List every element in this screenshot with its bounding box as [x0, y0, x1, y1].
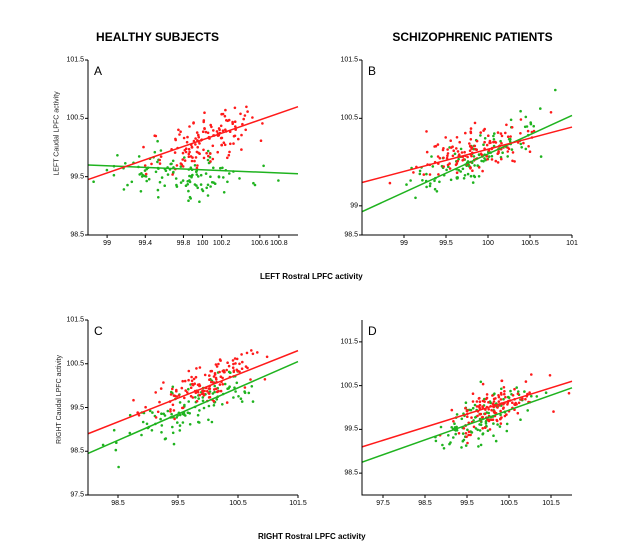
ytick-label: 100.5 — [60, 115, 84, 122]
ytick-label: 98.5 — [60, 448, 84, 455]
xtick-label: 97.5 — [376, 500, 390, 507]
scatter-plot — [88, 320, 298, 495]
xtick-label: 99 — [103, 240, 111, 247]
col-header-right: SCHIZOPHRENIC PATIENTS — [315, 30, 630, 44]
xtick-label: 100.6 — [251, 240, 269, 247]
panel-letter: B — [368, 64, 376, 78]
xtick-label: 100.5 — [500, 500, 518, 507]
xtick-label: 100.5 — [229, 500, 247, 507]
xtick-label: 101.5 — [289, 500, 307, 507]
ytick-label: 98.5 — [334, 470, 358, 477]
points-green — [405, 89, 556, 199]
xtick-label: 101 — [566, 240, 578, 247]
xtick-label: 99.5 — [439, 240, 453, 247]
ytick-label: 100.5 — [334, 115, 358, 122]
xtick-label: 100.8 — [270, 240, 288, 247]
ytick-label: 99.5 — [60, 173, 84, 180]
ytick-label: 97.5 — [60, 492, 84, 499]
ytick-label: 101.5 — [334, 338, 358, 345]
xlabel-bottom: RIGHT Rostral LPFC activity — [258, 532, 366, 541]
scatter-plot — [88, 60, 298, 235]
panel-letter: D — [368, 324, 377, 338]
ytick-label: 99.5 — [60, 404, 84, 411]
regline-red — [88, 351, 298, 434]
points-red — [142, 106, 264, 176]
xtick-label: 98.5 — [111, 500, 125, 507]
regline-green — [362, 115, 572, 211]
ylabel-top: LEFT Caudal LPFC activity — [54, 91, 61, 175]
ytick-label: 98.5 — [60, 232, 84, 239]
xtick-label: 100.5 — [521, 240, 539, 247]
ytick-label: 98.5 — [334, 232, 358, 239]
panel-A: 9999.499.8100100.2100.6100.898.599.5100.… — [88, 60, 298, 235]
ytick-label: 99 — [334, 202, 358, 209]
xtick-label: 99 — [400, 240, 408, 247]
ytick-label: 100.5 — [334, 382, 358, 389]
panel-letter: A — [94, 64, 102, 78]
panel-B: 9999.5100100.510198.599100.5101.5B — [362, 60, 572, 235]
regline-green — [88, 362, 298, 454]
xtick-label: 100 — [197, 240, 209, 247]
xtick-label: 98.5 — [418, 500, 432, 507]
ytick-label: 99.5 — [334, 426, 358, 433]
xtick-label: 99.4 — [138, 240, 152, 247]
ytick-label: 101.5 — [60, 57, 84, 64]
scatter-plot — [362, 60, 572, 235]
xlabel-top: LEFT Rostral LPFC activity — [260, 272, 363, 281]
xtick-label: 99.5 — [171, 500, 185, 507]
ytick-label: 101.5 — [60, 317, 84, 324]
scatter-plot — [362, 320, 572, 495]
xtick-label: 101.5 — [542, 500, 560, 507]
regline-green — [362, 388, 572, 462]
points-red — [439, 373, 571, 444]
ytick-label: 101.5 — [334, 57, 358, 64]
points-green — [434, 381, 547, 450]
points-red — [389, 111, 553, 184]
xtick-label: 99.8 — [177, 240, 191, 247]
panel-D: 97.598.599.5100.5101.598.599.5100.5101.5… — [362, 320, 572, 495]
panel-C: 98.599.5100.5101.597.598.599.5100.5101.5… — [88, 320, 298, 495]
ytick-label: 100.5 — [60, 360, 84, 367]
panel-letter: C — [94, 324, 103, 338]
col-header-left: HEALTHY SUBJECTS — [0, 30, 315, 44]
ylabel-bottom: RIGHT Caudal LPFC activity — [56, 355, 63, 444]
xtick-label: 99.5 — [460, 500, 474, 507]
xtick-label: 100.2 — [213, 240, 231, 247]
xtick-label: 100 — [482, 240, 494, 247]
